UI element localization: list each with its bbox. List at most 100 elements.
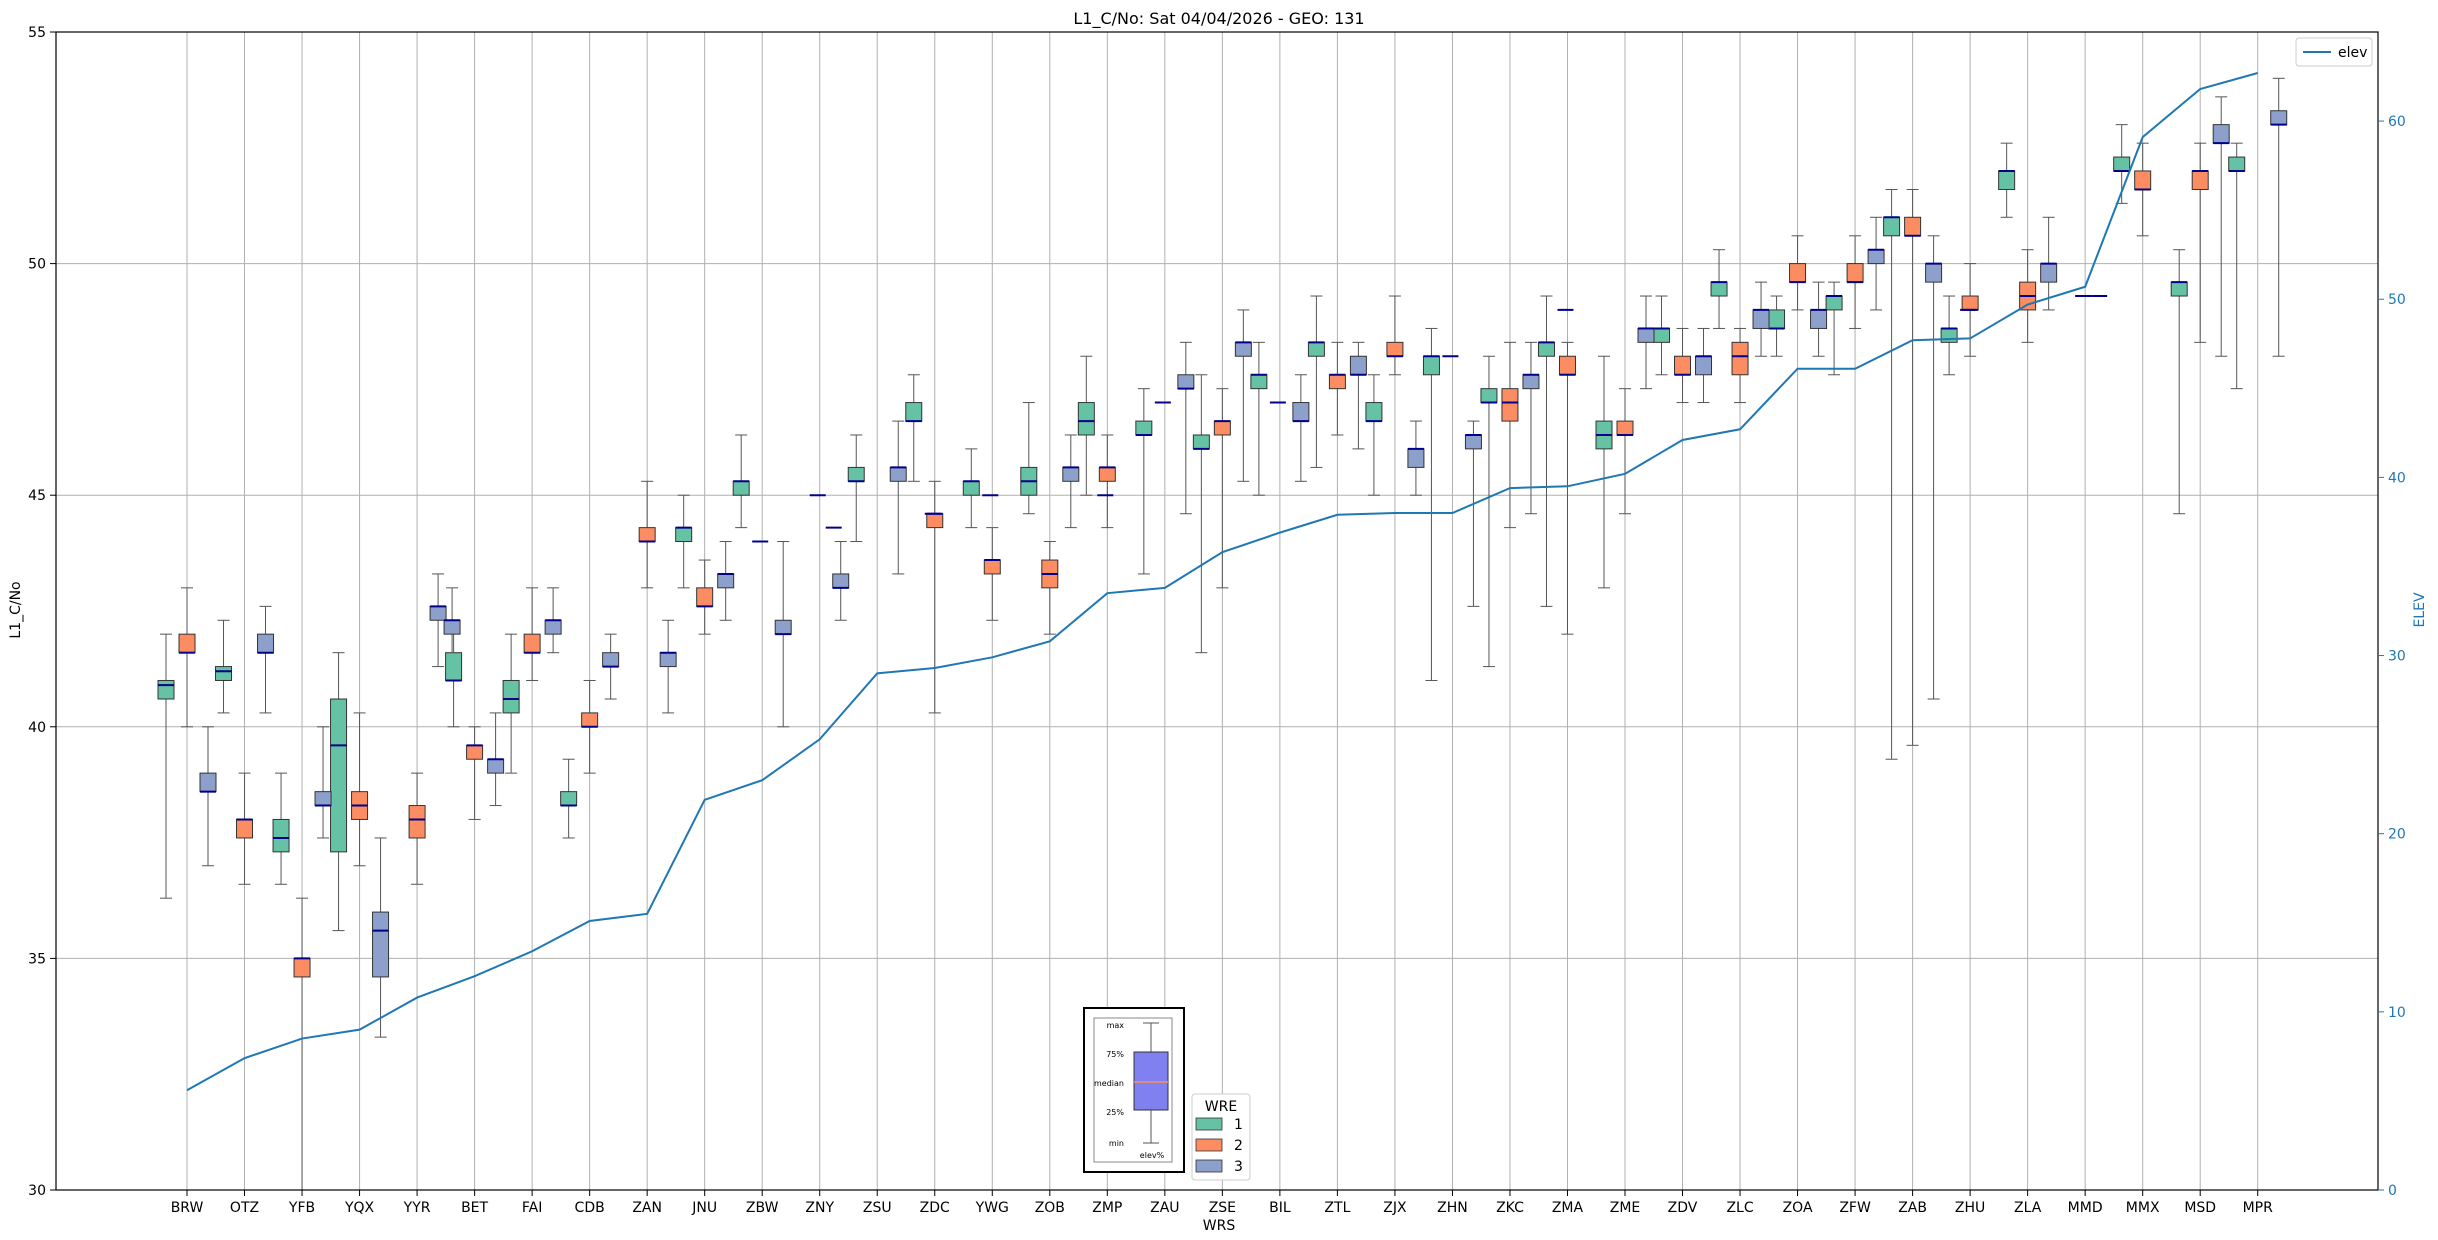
box-wre1-zfw [1825,281,1843,376]
box-iqr [1883,216,1901,237]
box-wre1-bet [445,619,463,728]
box-iqr [2228,156,2246,172]
box-iqr [487,758,505,774]
y2-tick-label: 30 [2388,649,2406,665]
y2-axis-label: ELEV [2412,592,2428,627]
x-tick-label: CDB [575,1200,605,1216]
boxes-layer [157,77,2288,1191]
x-tick-label: YYR [403,1200,431,1216]
x-tick-label: ZME [1610,1200,1641,1216]
box-wre3-zfw [1867,216,1885,311]
box-wre2-mmx [2134,142,2152,237]
box-wre3-zdv [1695,327,1713,404]
box-wre2-zkc [1501,341,1519,529]
x-tick-label: ZLA [2014,1200,2042,1216]
box-wre2-brw [178,587,196,728]
box-iqr [774,619,792,635]
box-iqr [1674,355,1692,376]
box-wre1-yqx [330,652,348,932]
box-wre2-msd [2191,142,2209,343]
box-iqr [732,480,750,496]
box-iqr [1328,374,1346,390]
x-tick-label: ZMA [1552,1200,1584,1216]
box-iqr [1386,341,1404,357]
elev-legend-label: elev [2338,45,2367,61]
x-tick-label: ZKC [1496,1200,1524,1216]
y-tick-label: 45 [28,488,46,504]
box-wre1-zsu [847,434,865,543]
box-wre3-zkc [1522,341,1540,515]
box-iqr [2134,170,2152,190]
wre-legend-swatch-3 [1195,1159,1223,1173]
box-wre2-zlc [1731,327,1749,404]
x-tick-label: ZJX [1383,1200,1407,1216]
box-wre2-ywg [983,527,1001,621]
x-tick-label: JNU [691,1200,717,1216]
x-tick-label: ZDC [920,1200,950,1216]
box-wre3-cdb [602,633,620,700]
box-wre2-zmp [1098,434,1116,529]
box-wre3-bil [1292,374,1310,482]
box-iqr [372,911,390,978]
box-wre1-zlc [1710,249,1728,329]
box-wre3-yqx [372,837,390,1038]
box-wre3-zbw [774,541,792,728]
box-iqr [2113,156,2131,172]
box-iqr [1234,341,1252,357]
box-wre1-mpr [2228,142,2246,390]
wre-legend-label-1: 1 [1234,1117,1243,1133]
box-wre2-zfw [1846,235,1864,329]
x-tick-label: ZAN [632,1200,662,1216]
y2-tick-label: 50 [2388,292,2406,308]
box-wre2-zma [1558,341,1576,635]
y-tick-label: 50 [28,257,46,273]
box-wre1-zma [1537,295,1555,607]
x-tick-label: ZBW [746,1200,779,1216]
x-tick-label: BET [461,1200,488,1216]
box-wre3-yyr [429,573,447,668]
box-iqr [717,573,735,589]
box-iqr [696,587,714,607]
x-tick-label: MMD [2068,1200,2103,1216]
box-wre3-ztl [1349,341,1367,450]
box-iqr [1616,420,1634,436]
box-wre2-zjx [1386,295,1404,376]
box-wre3-mpr [2270,77,2288,357]
key-label-max: max [1107,1021,1125,1030]
box-wre2-bet [466,726,484,820]
box-wre1-zoa [1768,295,1786,357]
box-wre3-msd [2212,96,2230,357]
box-wre2-zoa [1789,235,1807,311]
box-iqr [1637,327,1655,343]
box-iqr [1810,309,1828,329]
box-iqr [1098,466,1116,482]
box-iqr [1710,281,1728,297]
key-caption: elev% [1140,1151,1165,1160]
box-iqr [215,666,233,681]
box-iqr [1558,355,1576,376]
box-wre2-otz [236,772,254,885]
elev-legend: elev [2295,37,2373,67]
box-wre2-ztl [1328,341,1346,436]
x-tick-label: ZOB [1035,1200,1065,1216]
box-iqr [889,466,907,482]
box-iqr [1925,263,1943,283]
box-iqr [2191,170,2209,190]
box-wre1-zdc [905,374,923,482]
y2-tick-label: 40 [2388,470,2406,486]
box-iqr [1825,295,1843,311]
box-wre1-zhn [1422,327,1440,681]
box-wre1-zob [1020,402,1038,515]
key-label-q1: 25% [1106,1108,1124,1117]
box-wre3-otz [257,605,275,714]
y2-tick-label: 20 [2388,827,2406,843]
box-wre1-zdv [1653,295,1671,376]
box-wre2-zdc [926,480,944,714]
x-tick-label: MPR [2243,1200,2274,1216]
y2-tick-label: 60 [2388,114,2406,130]
box-wre1-brw [157,633,175,899]
box-iqr [1177,374,1195,390]
elev-line [186,72,2258,1092]
x-tick-label: ZLC [1726,1200,1753,1216]
box-wre1-zla [1998,142,2016,218]
